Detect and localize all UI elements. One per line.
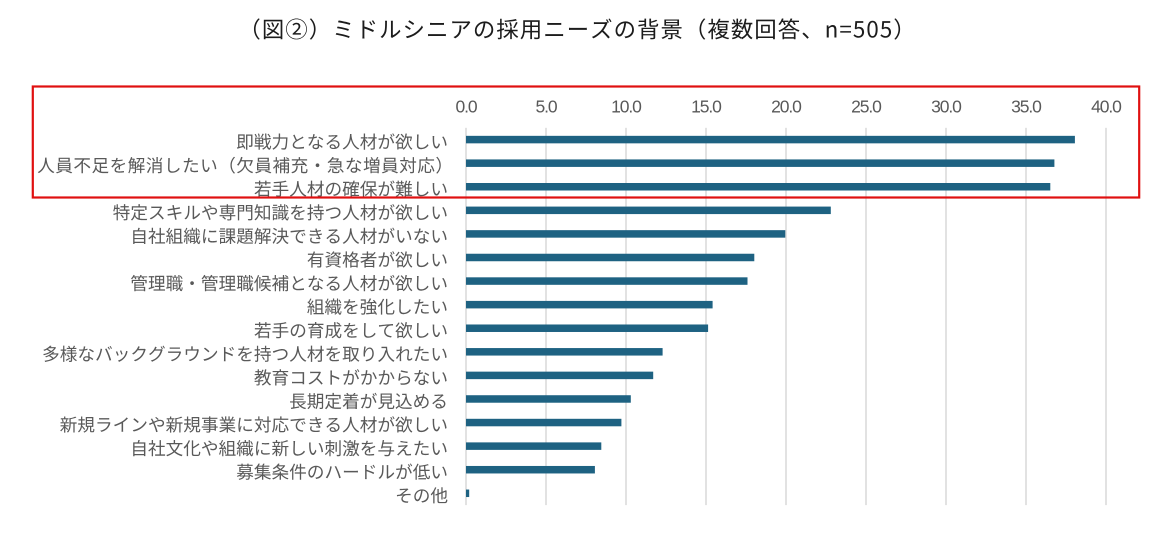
svg-text:5.0: 5.0 (535, 97, 557, 117)
svg-text:30.0: 30.0 (931, 97, 962, 117)
svg-text:40.0: 40.0 (1091, 97, 1122, 117)
svg-text:0.0: 0.0 (455, 97, 477, 117)
svg-text:25.0: 25.0 (851, 97, 882, 117)
svg-text:15.0: 15.0 (691, 97, 722, 117)
svg-text:20.0: 20.0 (771, 97, 802, 117)
svg-text:35.0: 35.0 (1011, 97, 1042, 117)
svg-text:10.0: 10.0 (611, 97, 642, 117)
